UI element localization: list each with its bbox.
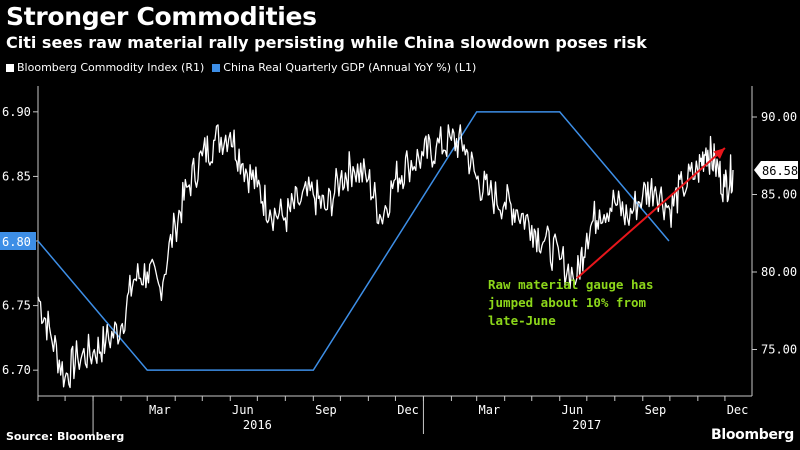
chart-subtitle: Citi sees raw material rally persisting … (6, 33, 647, 52)
right-tick-label: 85.00 (761, 188, 797, 202)
left-tick-label: 6.90 (2, 105, 31, 119)
legend-label-commodity: Bloomberg Commodity Index (R1) (17, 61, 205, 74)
legend: Bloomberg Commodity Index (R1) China Rea… (6, 61, 484, 74)
x-tick-label: Jun (232, 403, 254, 417)
x-tick-label: Dec (397, 403, 419, 417)
bloomberg-logo: Bloomberg (710, 427, 794, 443)
commodity-line (37, 124, 734, 389)
year-label: 2016 (243, 418, 272, 432)
annotation-text-line: Raw material gauge has (488, 277, 654, 292)
right-tick-label: 90.00 (761, 110, 797, 124)
annotation-arrow-head (713, 148, 725, 160)
x-tick-label: Sep (315, 403, 337, 417)
x-tick-label: Mar (478, 403, 500, 417)
legend-swatch-blue (212, 63, 221, 72)
annotation-text-line: late-June (488, 313, 556, 328)
x-tick-label: Mar (149, 403, 171, 417)
right-tick-label: 80.00 (761, 265, 797, 279)
left-tick-label: 6.70 (2, 363, 31, 377)
left-tick-label: 6.85 (2, 169, 31, 183)
legend-item-commodity: Bloomberg Commodity Index (R1) (6, 61, 204, 74)
legend-swatch-white (6, 63, 14, 72)
x-tick-label: Dec (727, 403, 749, 417)
x-tick-label: Jun (562, 403, 584, 417)
commodity-last-value-label: 86.58 (762, 164, 798, 178)
annotation-text-line: jumped about 10% from (488, 295, 647, 310)
source-note: Source: Bloomberg (6, 430, 125, 443)
x-tick-label: Sep (645, 403, 667, 417)
right-tick-label: 75.00 (761, 343, 797, 357)
gdp-last-value-flag (0, 232, 36, 250)
chart-title: Stronger Commodities (6, 2, 317, 31)
legend-item-gdp: China Real Quarterly GDP (Annual YoY %) … (212, 61, 476, 74)
left-tick-label: 6.75 (2, 299, 31, 313)
annotation-arrow-line (576, 147, 726, 279)
legend-label-gdp: China Real Quarterly GDP (Annual YoY %) … (223, 61, 477, 74)
gdp-line (37, 111, 670, 371)
gdp-last-value-label: 6.80 (2, 235, 31, 249)
year-label: 2017 (572, 418, 601, 432)
commodity-last-value-flag (754, 161, 798, 180)
